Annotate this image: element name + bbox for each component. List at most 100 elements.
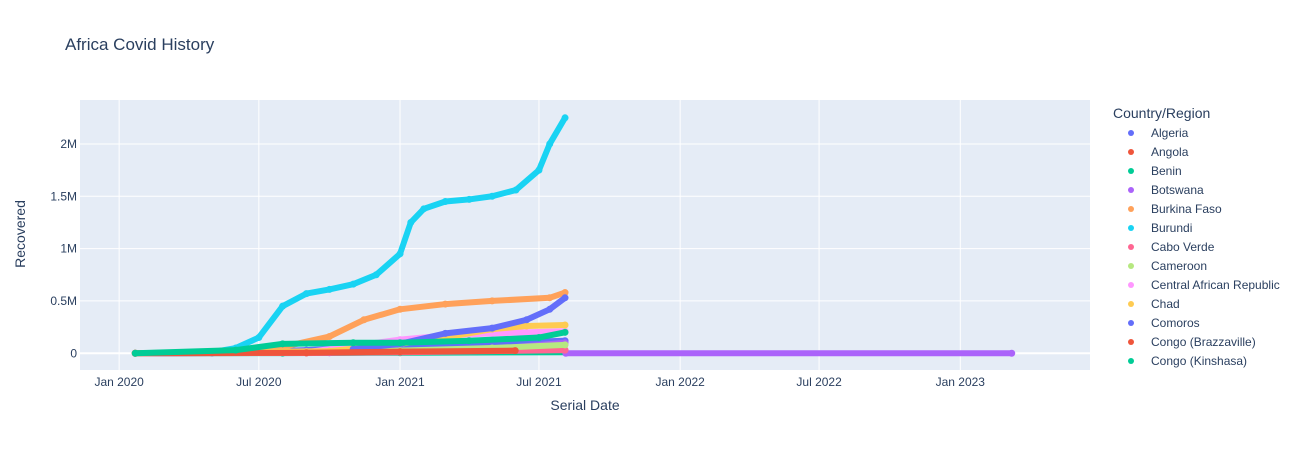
legend: Country/Region Algeria Angola Benin Botswan… — [1113, 105, 1280, 368]
legend-item[interactable]: Burkina Faso — [1128, 202, 1222, 216]
data-point — [349, 280, 357, 288]
series-line — [523, 322, 569, 330]
series-line — [512, 167, 542, 193]
x-axis-ticks: Jan 2020 Jul 2020 Jan 2021 Jul 2021 Jan 2022… — [94, 375, 985, 389]
data-point — [396, 339, 404, 347]
series-line — [466, 193, 496, 203]
plot-area — [80, 100, 1090, 370]
series-line — [232, 334, 262, 352]
data-point — [561, 346, 569, 354]
legend-item[interactable]: Congo (Kinshasa) — [1128, 354, 1247, 368]
data-point — [360, 316, 368, 324]
legend-marker — [1128, 130, 1134, 136]
data-point — [511, 347, 519, 355]
data-point — [561, 294, 569, 302]
series-line — [535, 140, 553, 174]
series-line — [326, 281, 357, 293]
series-line — [350, 271, 380, 288]
data-point — [561, 341, 569, 349]
series-line — [442, 325, 496, 337]
series-line — [489, 294, 553, 304]
series-line — [489, 187, 519, 200]
legend-item[interactable]: Botswana — [1128, 183, 1204, 197]
data-point — [407, 218, 415, 226]
legend-marker — [1128, 358, 1134, 364]
series-line — [489, 341, 569, 352]
series-line — [360, 306, 404, 323]
data-point — [325, 285, 333, 293]
legend-item[interactable]: Algeria — [1128, 126, 1189, 140]
series-congo-kinshasa — [131, 328, 569, 357]
legend-marker — [1128, 320, 1134, 326]
x-tick-label: Jul 2020 — [236, 375, 282, 389]
legend-marker — [1128, 225, 1134, 231]
legend-label: Comoros — [1151, 316, 1200, 330]
data-point — [561, 114, 569, 122]
series-line — [132, 347, 239, 357]
series-line — [442, 297, 496, 308]
legend-item[interactable]: Burundi — [1128, 221, 1192, 235]
data-point — [396, 250, 404, 258]
series-line — [466, 334, 542, 344]
data-point — [441, 300, 449, 308]
y-tick-label: 1.5M — [50, 189, 77, 203]
data-point — [512, 186, 520, 194]
legend-item[interactable]: Angola — [1128, 145, 1189, 159]
y-tick-label: 2M — [60, 137, 77, 151]
data-point — [131, 349, 139, 357]
data-point — [396, 348, 404, 356]
legend-label: Burundi — [1151, 221, 1192, 235]
y-axis-ticks: 0 0.5M 1M 1.5M 2M — [50, 137, 77, 360]
data-point — [561, 289, 569, 297]
data-point — [488, 192, 496, 200]
legend-marker — [1128, 168, 1134, 174]
legend-marker — [1128, 263, 1134, 269]
series-line — [373, 250, 404, 278]
series-line — [397, 301, 449, 313]
series-line — [279, 290, 310, 310]
series-line — [303, 286, 333, 297]
legend-label: Cameroon — [1151, 259, 1207, 273]
legend-item[interactable]: Congo (Brazzaville) — [1128, 335, 1256, 349]
legend-marker — [1128, 149, 1134, 155]
x-tick-label: Jan 2020 — [94, 375, 144, 389]
data-point — [302, 290, 310, 298]
legend-item[interactable]: Central African Republic — [1128, 278, 1280, 292]
legend-marker — [1128, 244, 1134, 250]
chart-title: Africa Covid History — [65, 35, 215, 54]
data-point — [255, 334, 263, 342]
series-line — [397, 347, 519, 355]
data-point — [349, 339, 357, 347]
legend-label: Congo (Brazzaville) — [1151, 335, 1256, 349]
legend-item[interactable]: Cameroon — [1128, 259, 1207, 273]
data-point — [1008, 349, 1016, 357]
legend-label: Burkina Faso — [1151, 202, 1222, 216]
series-line — [535, 329, 569, 341]
data-point — [561, 328, 569, 336]
x-tick-label: Jan 2022 — [655, 375, 705, 389]
series-line — [303, 348, 404, 356]
series-line — [420, 198, 449, 212]
data-point — [420, 205, 428, 213]
data-point — [523, 316, 531, 324]
legend-label: Angola — [1151, 145, 1189, 159]
series-line — [523, 306, 553, 323]
data-point — [279, 340, 287, 348]
data-point — [546, 294, 554, 302]
legend-item[interactable]: Chad — [1128, 297, 1180, 311]
legend-marker — [1128, 339, 1134, 345]
series-line — [279, 339, 357, 347]
legend-item[interactable]: Comoros — [1128, 316, 1200, 330]
legend-label: Botswana — [1151, 183, 1204, 197]
legend-item[interactable]: Cabo Verde — [1128, 240, 1215, 254]
legend-item[interactable]: Benin — [1128, 164, 1182, 178]
data-point — [488, 324, 496, 332]
x-axis-title: Serial Date — [550, 397, 619, 413]
data-point — [535, 166, 543, 174]
y-tick-label: 0.5M — [50, 294, 77, 308]
data-point — [465, 337, 473, 345]
data-point — [561, 321, 569, 329]
series-line — [546, 114, 569, 147]
series-line — [397, 337, 473, 346]
